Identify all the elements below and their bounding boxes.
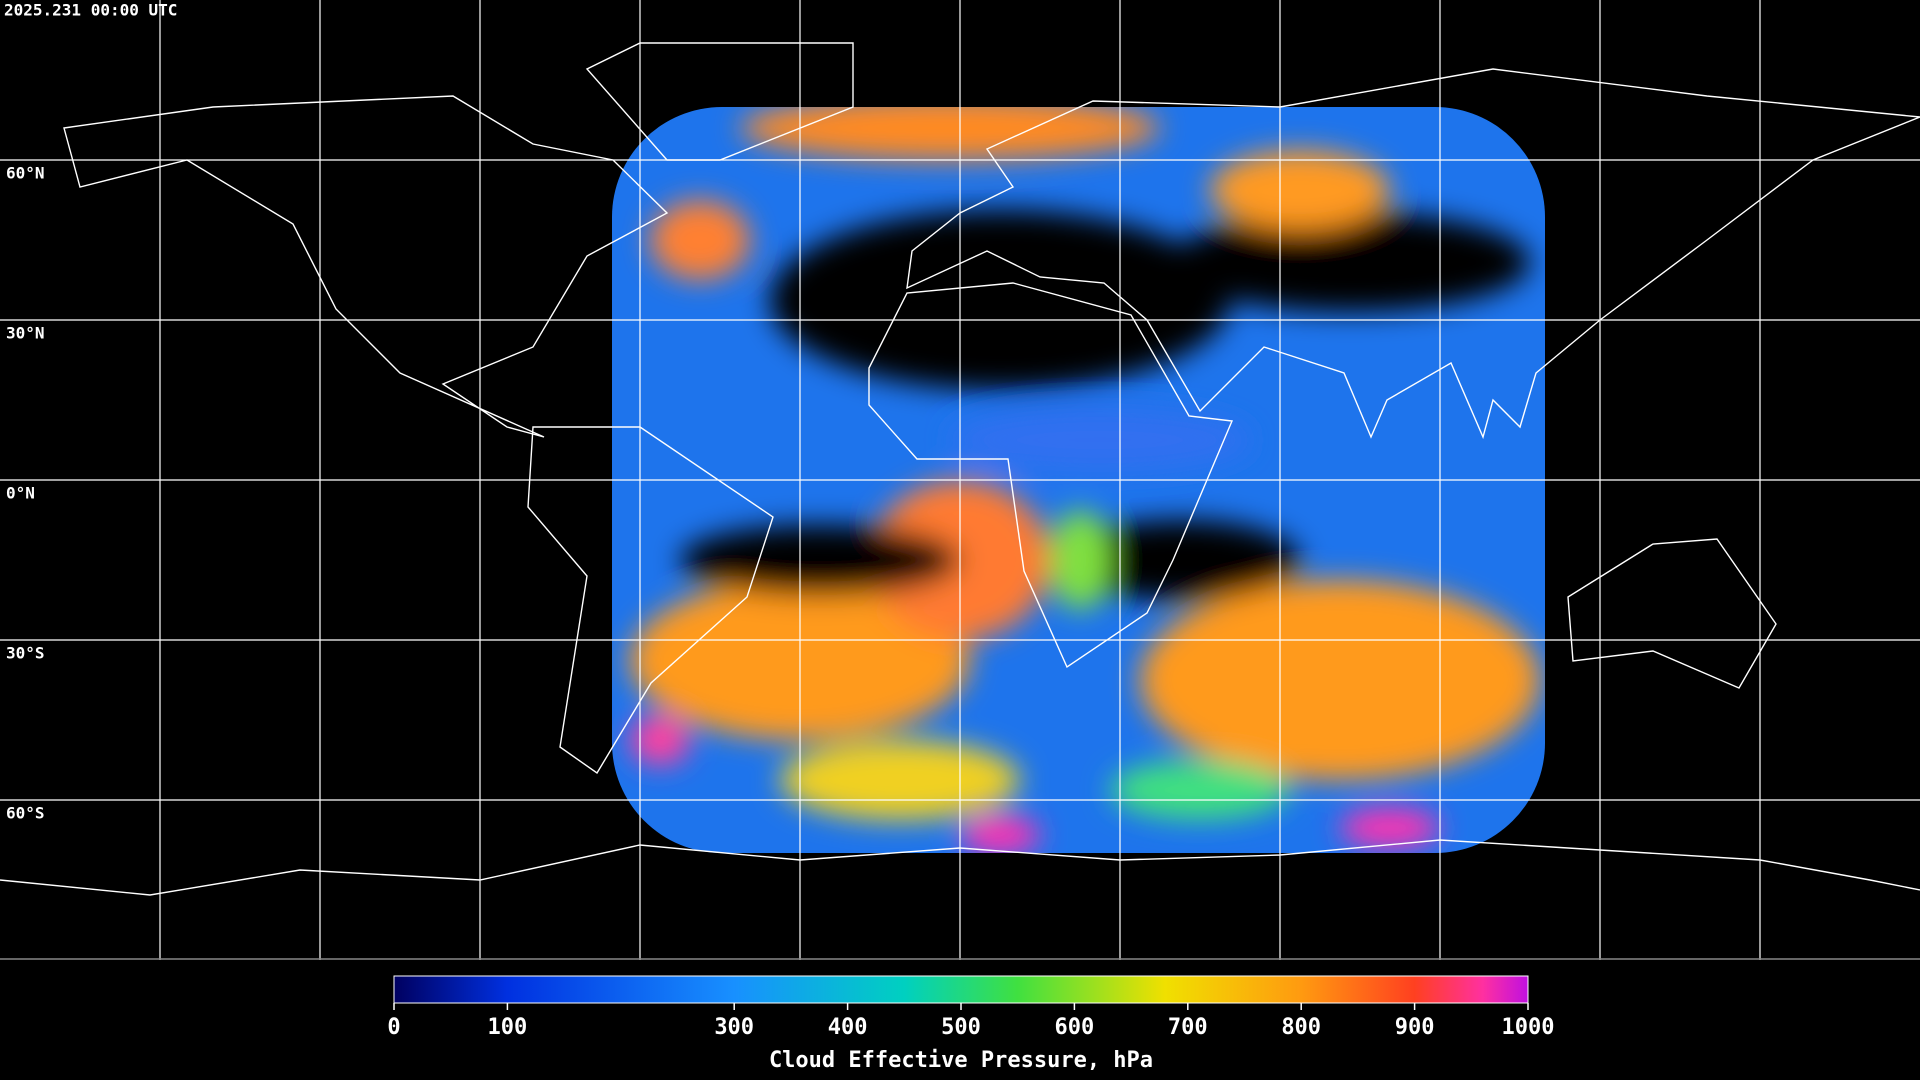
- colorbar-tick-label: 900: [1395, 1015, 1435, 1040]
- colorbar-tick-label: 400: [828, 1015, 868, 1040]
- antarctica: [0, 839, 1920, 896]
- latitude-label: 30°N: [6, 324, 45, 343]
- satellite-imagery: [612, 107, 1545, 853]
- colorbar-tick-label: 700: [1168, 1015, 1208, 1040]
- graticule: [0, 0, 1920, 960]
- colorbar-tick-label: 800: [1281, 1015, 1321, 1040]
- colorbar-tick-label: 500: [941, 1015, 981, 1040]
- colorbar-tick-label: 300: [714, 1015, 754, 1040]
- timestamp: 2025.231 00:00 UTC: [4, 1, 177, 20]
- latitude-label: 60°S: [6, 804, 45, 823]
- colorbar: [393, 975, 1529, 1004]
- south-america: [527, 426, 774, 775]
- colorbar-tick-label: 100: [488, 1015, 528, 1040]
- africa: [868, 282, 1234, 669]
- colorbar-tick-label: 0: [387, 1015, 400, 1040]
- latitude-label: 30°S: [6, 644, 45, 663]
- colorbar-tick-label: 1000: [1502, 1015, 1555, 1040]
- colorbar-tick-label: 600: [1055, 1015, 1095, 1040]
- colorbar-label: Cloud Effective Pressure, hPa: [769, 1048, 1153, 1073]
- latitude-label: 0°N: [6, 484, 35, 503]
- latitude-label: 60°N: [6, 164, 45, 183]
- north-america: [63, 95, 669, 438]
- eurasia: [906, 68, 1920, 440]
- australia: [1567, 538, 1777, 689]
